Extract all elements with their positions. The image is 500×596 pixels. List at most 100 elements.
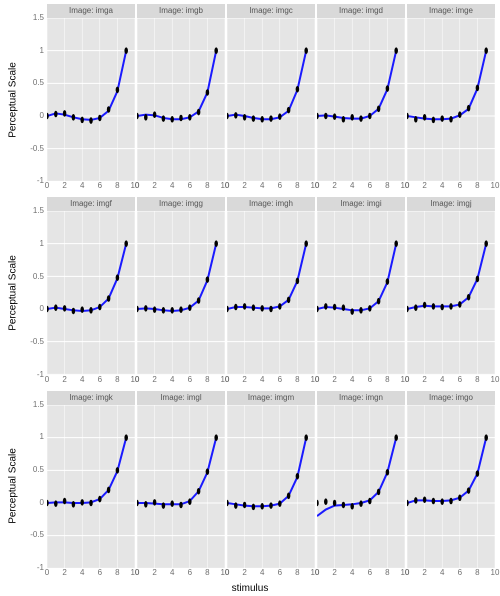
xtick-label: 8 — [385, 569, 389, 577]
facet-row: Perceptual Scale-1-0.500.511.5Image: img… — [4, 391, 496, 582]
facet-row: Perceptual Scale-1-0.500.511.5Image: img… — [4, 4, 496, 195]
panel-title: Image: imgl — [137, 391, 225, 405]
plot-area — [227, 405, 315, 568]
ytick-label: -1 — [37, 177, 44, 185]
xtick-label: 4 — [170, 376, 174, 384]
ytick-label: 0 — [40, 499, 44, 507]
facet-panel: Image: imgo0246810 — [406, 391, 496, 582]
xtick-label: 0 — [45, 376, 49, 384]
plot-area — [317, 211, 405, 374]
x-axis-ticks: 0246810 — [407, 181, 495, 195]
x-axis-ticks: 0246810 — [317, 568, 405, 582]
ytick-label: 0.5 — [33, 273, 44, 281]
xtick-label: 8 — [475, 182, 479, 190]
xtick-label: 6 — [98, 182, 102, 190]
facet-panel: Image: imgf 0246810 — [46, 197, 136, 388]
xtick-label: 8 — [115, 569, 119, 577]
facet-panel: Image: imgk0246810 — [46, 391, 136, 582]
xtick-label: 0 — [135, 376, 139, 384]
xtick-label: 0 — [315, 182, 319, 190]
xtick-label: 4 — [350, 376, 354, 384]
xtick-label: 6 — [98, 376, 102, 384]
panel-title: Image: imgj — [407, 197, 495, 211]
xtick-label: 6 — [368, 376, 372, 384]
xtick-label: 6 — [98, 569, 102, 577]
xtick-label: 0 — [405, 376, 409, 384]
xtick-label: 8 — [205, 182, 209, 190]
xtick-label: 8 — [385, 182, 389, 190]
xtick-label: 0 — [135, 182, 139, 190]
xtick-label: 2 — [242, 569, 246, 577]
facet-panel: Image: imgc0246810 — [226, 4, 316, 195]
xtick-label: 6 — [458, 182, 462, 190]
ytick-label: 1 — [40, 433, 44, 441]
plot-area — [317, 18, 405, 181]
xtick-label: 2 — [152, 569, 156, 577]
xtick-label: 2 — [332, 376, 336, 384]
ytick-label: -0.5 — [30, 145, 44, 153]
x-axis-ticks: 0246810 — [227, 375, 315, 389]
plot-area — [137, 18, 225, 181]
xtick-label: 0 — [225, 182, 229, 190]
xtick-label: 4 — [350, 569, 354, 577]
panel-title: Image: imgf — [47, 197, 135, 211]
xtick-label: 8 — [295, 182, 299, 190]
plot-area — [407, 211, 495, 374]
ytick-label: 0 — [40, 112, 44, 120]
xtick-label: 8 — [295, 569, 299, 577]
facet-panel: Image: imgd 0246810 — [316, 4, 406, 195]
ytick-label: 1 — [40, 47, 44, 55]
xtick-label: 0 — [225, 376, 229, 384]
plot-area — [227, 18, 315, 181]
panel-title: Image: imgh — [227, 197, 315, 211]
plot-area — [407, 18, 495, 181]
plot-area — [227, 211, 315, 374]
xtick-label: 4 — [260, 182, 264, 190]
ytick-label: -1 — [37, 371, 44, 379]
xtick-label: 6 — [278, 182, 282, 190]
xtick-label: 4 — [80, 182, 84, 190]
facet-panel: Image: imge0246810 — [406, 4, 496, 195]
xtick-label: 4 — [440, 376, 444, 384]
xtick-label: 0 — [405, 182, 409, 190]
panel-title: Image: imga — [47, 4, 135, 18]
panel-title: Image: imgi — [317, 197, 405, 211]
xtick-label: 2 — [422, 569, 426, 577]
xtick-label: 0 — [45, 182, 49, 190]
y-axis-ticks: -1-0.500.511.5 — [22, 405, 46, 568]
x-axis-ticks: 0246810 — [47, 181, 135, 195]
xtick-label: 4 — [350, 182, 354, 190]
xtick-label: 4 — [80, 569, 84, 577]
facet-panel: Image: imgb0246810 — [136, 4, 226, 195]
x-axis-ticks: 0246810 — [407, 375, 495, 389]
x-axis-ticks: 0246810 — [317, 181, 405, 195]
xtick-label: 2 — [152, 376, 156, 384]
ytick-label: 1.5 — [33, 14, 44, 22]
plot-area — [137, 211, 225, 374]
x-axis-ticks: 0246810 — [47, 375, 135, 389]
xtick-label: 8 — [205, 569, 209, 577]
ytick-label: 0.5 — [33, 79, 44, 87]
xtick-label: 6 — [368, 569, 372, 577]
xtick-label: 4 — [260, 376, 264, 384]
plot-area — [317, 405, 405, 568]
xtick-label: 0 — [405, 569, 409, 577]
ytick-label: 0.5 — [33, 466, 44, 474]
y-axis-ticks: -1-0.500.511.5 — [22, 211, 46, 374]
facet-panel: Image: imgg0246810 — [136, 197, 226, 388]
y-axis-label: Perceptual Scale — [8, 449, 19, 525]
xtick-label: 8 — [205, 376, 209, 384]
xtick-label: 8 — [475, 376, 479, 384]
panel-title: Image: imge — [407, 4, 495, 18]
panel-title: Image: imgo — [407, 391, 495, 405]
xtick-label: 2 — [242, 376, 246, 384]
ytick-label: -1 — [37, 564, 44, 572]
x-axis-ticks: 0246810 — [227, 181, 315, 195]
y-axis-label: Perceptual Scale — [8, 255, 19, 331]
facet-panel: Image: imgi0246810 — [316, 197, 406, 388]
ytick-label: 1.5 — [33, 207, 44, 215]
y-axis-ticks: -1-0.500.511.5 — [22, 18, 46, 181]
panel-title: Image: imgd — [317, 4, 405, 18]
plot-area — [137, 405, 225, 568]
plot-area — [47, 405, 135, 568]
